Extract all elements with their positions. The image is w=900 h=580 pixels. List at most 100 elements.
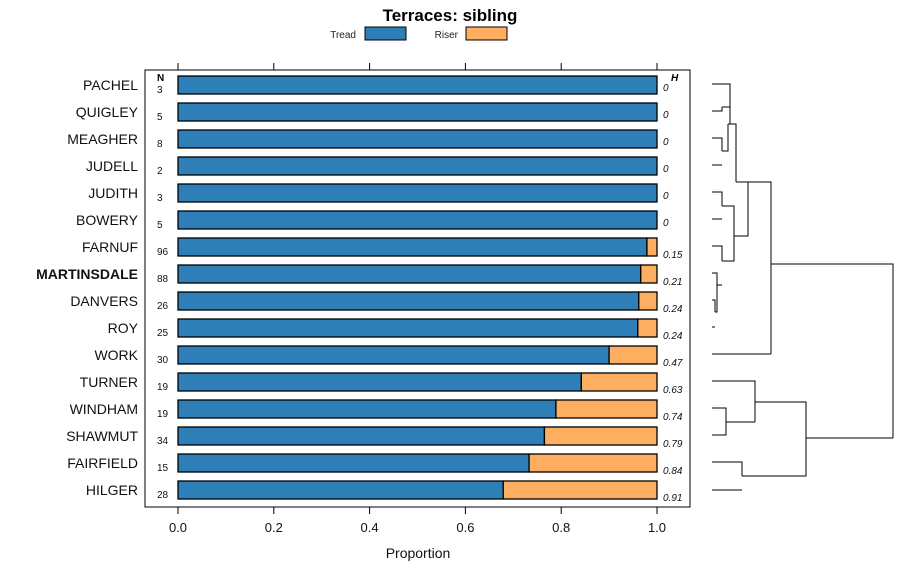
x-tick-label: 0.0 (169, 520, 187, 535)
plot-frame (144, 69, 691, 508)
bar-tread (177, 237, 648, 257)
h-value: 0.24 (663, 304, 683, 315)
bar-row: HILGER 28 0.91 (86, 480, 682, 504)
n-value: 3 (157, 193, 163, 204)
dendrogram (712, 83, 894, 491)
h-value: 0.24 (663, 331, 683, 342)
n-value: 8 (157, 139, 163, 150)
bar-tread (177, 426, 546, 446)
bar-tread (177, 156, 658, 176)
n-value: 2 (157, 166, 163, 177)
bar-row: MARTINSDALE 88 0.21 (36, 264, 682, 288)
bar-row: BOWERY 5 0 (76, 210, 669, 231)
bar-tread (177, 480, 504, 500)
n-value: 15 (157, 463, 169, 474)
x-tick-label: 1.0 (648, 520, 666, 535)
legend: Tread Riser (330, 26, 508, 41)
x-tick-label: 0.4 (361, 520, 379, 535)
n-value: 88 (157, 274, 169, 285)
row-label: JUDELL (86, 158, 138, 174)
bar-riser (528, 453, 658, 473)
bar-row: FARNUF 96 0.15 (82, 237, 683, 261)
row-label: HILGER (86, 482, 138, 498)
row-label: FAIRFIELD (67, 455, 138, 471)
bar-row: JUDELL 2 0 (86, 156, 669, 177)
row-label: JUDITH (88, 185, 138, 201)
legend-swatch-tread (364, 26, 407, 41)
bar-row: SHAWMUT 34 0.79 (66, 426, 683, 450)
bar-row: FAIRFIELD 15 0.84 (67, 453, 683, 477)
row-label: TURNER (80, 374, 138, 390)
x-axis: 0.0 0.2 0.4 0.6 0.8 1.0 (169, 63, 666, 535)
h-value: 0 (663, 137, 669, 148)
bar-riser (543, 426, 658, 446)
row-label: WORK (94, 347, 138, 363)
bar-tread (177, 210, 658, 230)
bar-row: WORK 30 0.47 (94, 345, 683, 369)
dendrogram-branch (712, 181, 894, 438)
n-value: 34 (157, 436, 169, 447)
h-value: 0.91 (663, 493, 682, 504)
bar-riser (646, 237, 658, 257)
n-value: 19 (157, 409, 169, 420)
bar-row: WINDHAM 19 0.74 (70, 399, 683, 423)
bar-row: ROY 25 0.24 (108, 318, 683, 342)
n-value: 26 (157, 301, 169, 312)
bar-tread (177, 453, 530, 473)
legend-swatch-riser (465, 26, 508, 41)
h-value: 0 (663, 83, 669, 94)
bar-row: QUIGLEY 5 0 (76, 102, 669, 123)
n-value: 3 (157, 85, 163, 96)
bar-tread (177, 291, 640, 311)
row-label: WINDHAM (70, 401, 138, 417)
bar-tread (177, 183, 658, 203)
dendrogram-branch (712, 107, 737, 182)
n-value: 30 (157, 355, 169, 366)
bar-riser (580, 372, 658, 392)
h-value: 0 (663, 191, 669, 202)
x-axis-label: Proportion (386, 545, 451, 561)
bar-tread (177, 345, 610, 365)
row-label: MARTINSDALE (36, 266, 138, 282)
h-value: 0.84 (663, 466, 683, 477)
row-label: DANVERS (70, 293, 138, 309)
bar-tread (177, 399, 557, 419)
x-tick-label: 0.2 (265, 520, 283, 535)
bar-riser (555, 399, 658, 419)
bar-row: TURNER 19 0.63 (80, 372, 683, 396)
h-value: 0 (663, 164, 669, 175)
n-header: N (157, 73, 164, 84)
h-value: 0 (663, 218, 669, 229)
row-label: FARNUF (82, 239, 138, 255)
bar-row: PACHEL 3 0 (83, 75, 669, 96)
bar-tread (177, 264, 642, 284)
dendrogram-branch (712, 83, 731, 112)
h-value: 0.74 (663, 412, 683, 423)
row-label: PACHEL (83, 77, 138, 93)
n-value: 5 (157, 112, 163, 123)
h-value: 0.79 (663, 439, 683, 450)
bar-riser (502, 480, 658, 500)
h-value: 0 (663, 110, 669, 121)
legend-label-tread: Tread (330, 30, 356, 41)
dendrogram-branch (712, 380, 893, 491)
bar-riser (640, 264, 658, 284)
x-tick-label: 0.8 (552, 520, 570, 535)
bar-tread (177, 372, 582, 392)
n-value: 19 (157, 382, 169, 393)
row-label: QUIGLEY (76, 104, 139, 120)
bar-tread (177, 102, 658, 122)
n-value: 28 (157, 490, 169, 501)
legend-label-riser: Riser (435, 30, 459, 41)
bar-riser (637, 318, 658, 338)
row-label: SHAWMUT (66, 428, 138, 444)
row-label: ROY (108, 320, 139, 336)
bar-tread (177, 318, 639, 338)
chart-title: Terraces: sibling (383, 6, 518, 25)
h-value: 0.47 (663, 358, 683, 369)
x-tick-label: 0.6 (456, 520, 474, 535)
n-value: 96 (157, 247, 169, 258)
bar-row: JUDITH 3 0 (88, 183, 669, 204)
